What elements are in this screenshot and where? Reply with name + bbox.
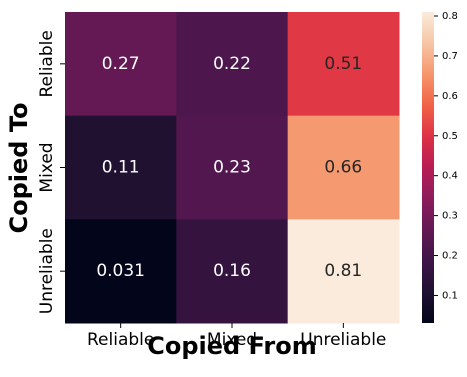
- cell-value-label: 0.27: [102, 54, 140, 74]
- x-tick-label: Reliable: [87, 330, 154, 350]
- heatmap-cells: [65, 12, 400, 324]
- heatmap-cell: [287, 12, 400, 117]
- colorbar-tick-label: 0.2: [442, 251, 458, 262]
- colorbar-tick-label: 0.1: [442, 290, 458, 301]
- y-tick-label: Unreliable: [37, 228, 57, 314]
- heatmap-cell: [65, 12, 177, 117]
- y-tick-label: Mixed: [37, 142, 57, 192]
- colorbar: [422, 12, 434, 323]
- x-axis-title: Copied From: [147, 332, 317, 360]
- heatmap-cell: [176, 115, 289, 220]
- cell-value-label: 0.031: [96, 261, 145, 281]
- cell-value-label: 0.11: [102, 158, 140, 178]
- cell-value-label: 0.22: [213, 54, 251, 74]
- heatmap-cell: [287, 115, 400, 220]
- x-tick-label: Mixed: [207, 330, 257, 350]
- heatmap-cell: [176, 219, 289, 324]
- colorbar-tick-label: 0.6: [442, 91, 458, 102]
- cell-value-label: 0.23: [213, 158, 251, 178]
- heatmap-cell: [65, 219, 177, 324]
- colorbar-ticks: 0.1 0.2 0.3 0.4 0.5 0.6 0.7 0.8: [434, 11, 458, 301]
- cell-value-label: 0.81: [324, 261, 362, 281]
- heatmap-cell-labels: 0.27 0.22 0.51 0.11 0.23 0.66 0.031 0.16 0.81: [96, 54, 362, 281]
- colorbar-tick-label: 0.4: [442, 171, 458, 182]
- heatmap-cell: [287, 219, 400, 324]
- y-axis-title: Copied To: [5, 103, 33, 234]
- heatmap-cell: [65, 115, 177, 220]
- colorbar-tick-label: 0.5: [442, 131, 458, 142]
- heatmap-cell: [176, 12, 289, 117]
- colorbar-tick-label: 0.7: [442, 51, 458, 62]
- colorbar-tick-label: 0.8: [442, 11, 458, 22]
- cell-value-label: 0.66: [324, 158, 362, 178]
- x-tick-label: Unreliable: [300, 330, 386, 350]
- cell-value-label: 0.16: [213, 261, 251, 281]
- x-axis-ticks: Reliable Mixed Unreliable: [87, 323, 386, 350]
- y-tick-label: Reliable: [37, 30, 57, 97]
- y-axis-ticks: Reliable Mixed Unreliable: [37, 30, 65, 314]
- cell-value-label: 0.51: [324, 54, 362, 74]
- colorbar-tick-label: 0.3: [442, 211, 458, 222]
